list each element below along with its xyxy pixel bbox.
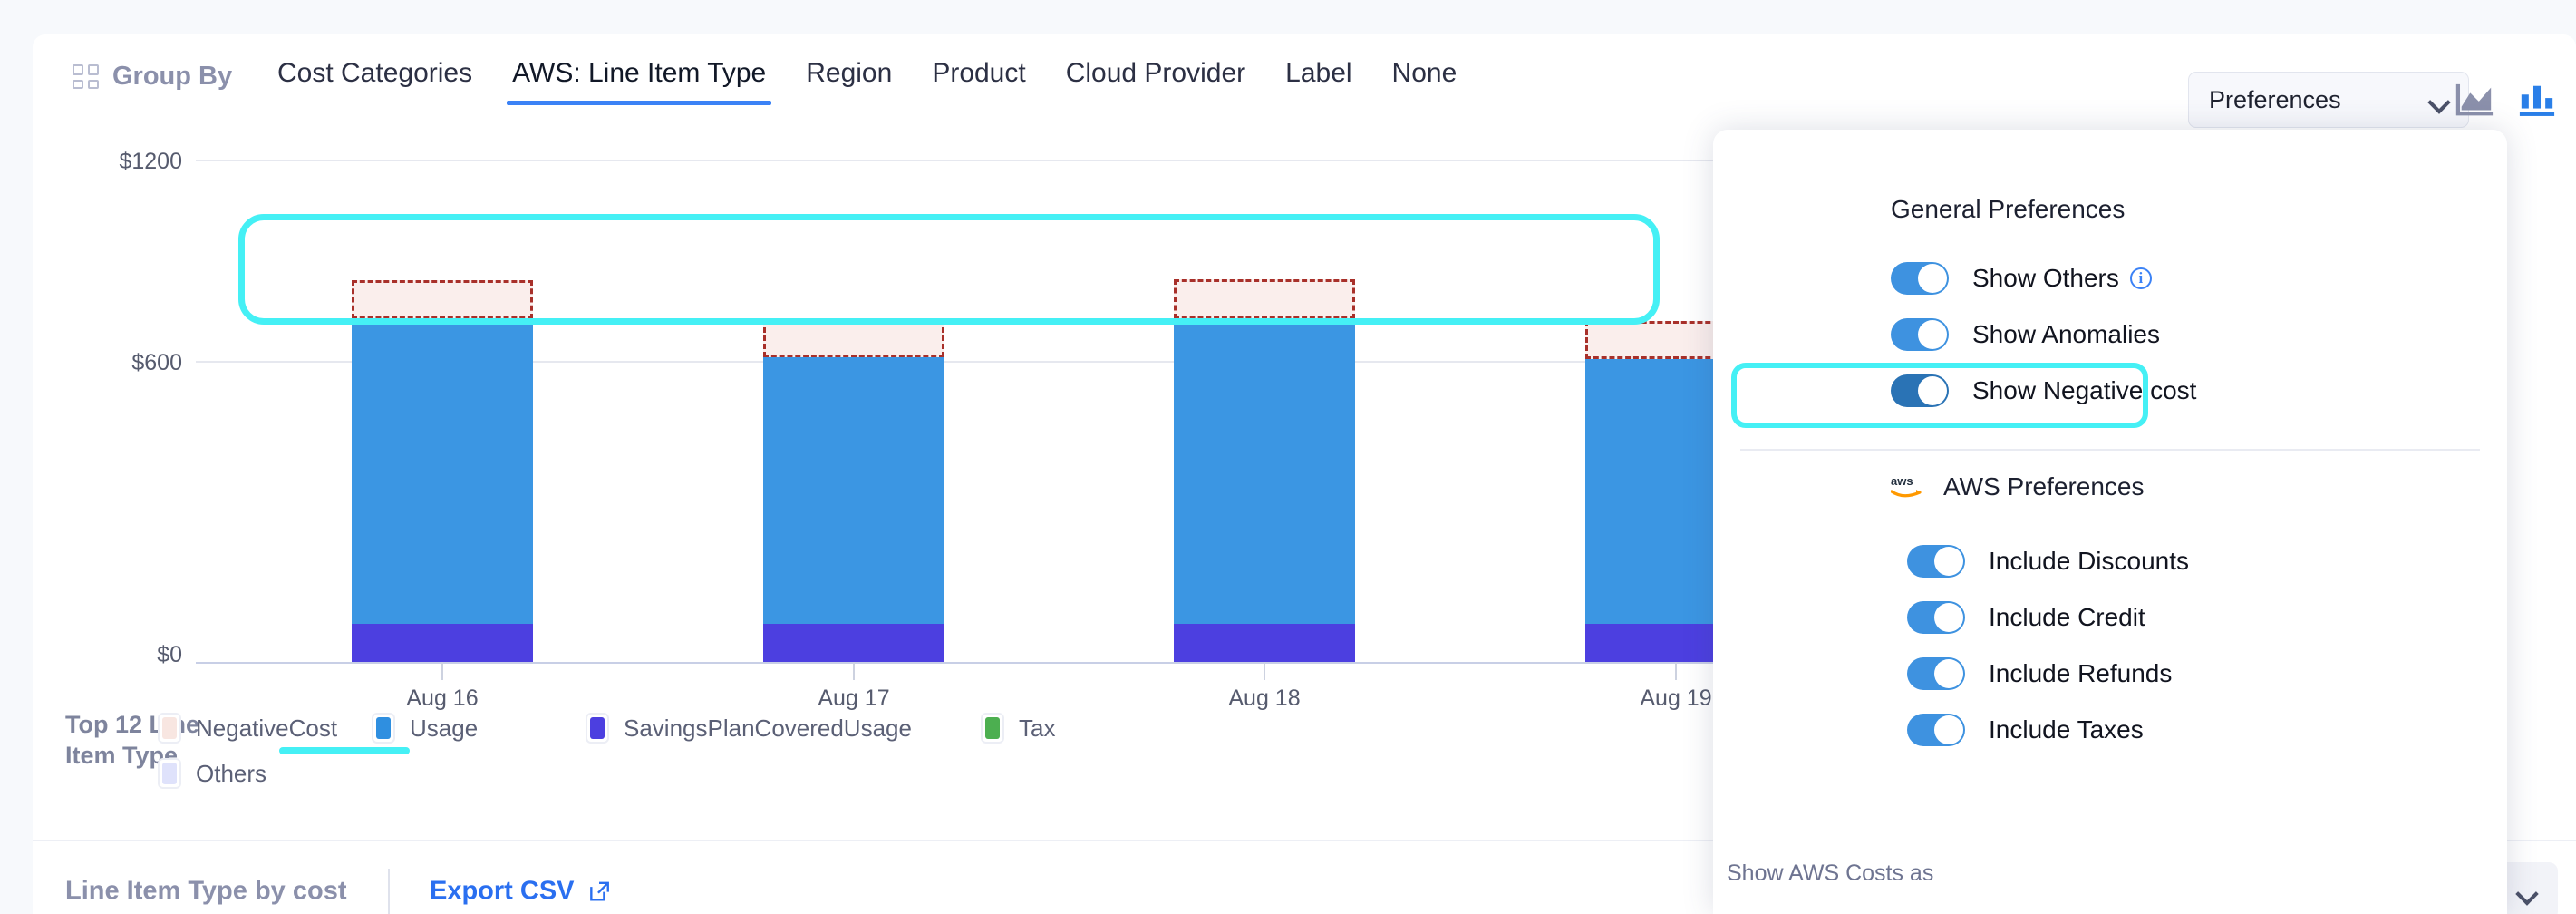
- legend-label-negativecost: NegativeCost: [196, 714, 338, 742]
- toggle-row-include-credit[interactable]: Include Credit: [1907, 601, 2145, 634]
- toolbar-divider: [388, 868, 390, 914]
- legend-label-savingsplancoveredusage: SavingsPlanCoveredUsage: [624, 714, 912, 742]
- chevron-down-icon: [2430, 94, 2450, 105]
- bar-segment-usage[interactable]: [763, 357, 944, 624]
- tab-none[interactable]: None: [1391, 58, 1457, 88]
- legend-swatch-tax: [981, 713, 1004, 744]
- show-aws-costs-as-label: Show AWS Costs as: [1727, 861, 1934, 886]
- export-csv-label: Export CSV: [430, 876, 575, 905]
- bar-segment-savingsplancoveredusage[interactable]: [1174, 624, 1355, 662]
- group-by-toolbar: Group By Cost Categories AWS: Line Item …: [33, 34, 2576, 128]
- toggle-row-include-discounts[interactable]: Include Discounts: [1907, 545, 2189, 578]
- bar-segment-usage[interactable]: [1174, 319, 1355, 624]
- show-others-label: Show Others i: [1972, 264, 2152, 293]
- show-others-text: Show Others: [1972, 264, 2119, 292]
- x-axis-label-aug-19: Aug 19: [1640, 686, 1712, 711]
- legend-label-usage: Usage: [410, 714, 479, 742]
- legend-swatch-negativecost: [158, 713, 181, 744]
- legend-item-others[interactable]: Others: [158, 758, 266, 789]
- preferences-panel: General Preferences Show Others i Show A…: [1713, 130, 2507, 914]
- include-refunds-toggle[interactable]: [1907, 657, 1965, 690]
- show-negative-cost-label: Show Negative cost: [1972, 376, 2197, 404]
- include-credit-label: Include Credit: [1989, 603, 2145, 631]
- x-tick-aug-16: [441, 662, 443, 680]
- legend-swatch-others: [158, 758, 181, 789]
- include-discounts-toggle[interactable]: [1907, 545, 1965, 578]
- info-icon[interactable]: i: [2129, 267, 2152, 289]
- y-axis-label-1200: $1200: [119, 149, 182, 174]
- legend-item-usage[interactable]: Usage: [372, 713, 478, 744]
- legend-negativecost-highlight-underline: [279, 747, 410, 754]
- x-axis-baseline: [196, 662, 1869, 664]
- gridline-600: [196, 361, 1869, 363]
- gridline-1200: [196, 160, 1869, 161]
- tab-product[interactable]: Product: [932, 58, 1026, 88]
- tab-region[interactable]: Region: [806, 58, 893, 88]
- y-axis-label-600: $600: [131, 350, 182, 375]
- tab-cloud-provider[interactable]: Cloud Provider: [1065, 58, 1246, 88]
- legend-swatch-savingsplancoveredusage: [586, 713, 609, 744]
- tab-cost-categories[interactable]: Cost Categories: [277, 58, 473, 88]
- bar-chart-icon[interactable]: [2516, 81, 2558, 119]
- aws-preferences-text: AWS Preferences: [1943, 472, 2145, 501]
- export-csv-button[interactable]: Export CSV: [430, 876, 611, 906]
- include-discounts-label: Include Discounts: [1989, 547, 2190, 575]
- svg-text:aws: aws: [1891, 474, 1913, 488]
- bar-segment-negativecost[interactable]: [763, 319, 944, 357]
- bar-segment-savingsplancoveredusage[interactable]: [352, 624, 533, 662]
- bar-segment-savingsplancoveredusage[interactable]: [763, 624, 944, 662]
- x-tick-aug-19: [1675, 662, 1677, 680]
- legend-item-negativecost[interactable]: NegativeCost: [158, 713, 337, 744]
- aws-preferences-title: aws AWS Preferences: [1891, 472, 2144, 501]
- table-title: Line Item Type by cost: [65, 876, 347, 905]
- toggle-row-include-taxes[interactable]: Include Taxes: [1907, 714, 2144, 746]
- general-preferences-title: General Preferences: [1891, 195, 2126, 223]
- chevron-down-icon: [2518, 886, 2538, 897]
- x-tick-aug-17: [853, 662, 855, 680]
- area-chart-icon[interactable]: [2455, 81, 2496, 119]
- preferences-dropdown-value: Preferences: [2209, 85, 2341, 113]
- show-negative-cost-toggle[interactable]: [1891, 374, 1949, 407]
- x-axis-label-aug-16: Aug 16: [406, 686, 479, 711]
- aws-logo-icon: aws: [1891, 474, 1922, 498]
- bar-segment-negativecost[interactable]: [1174, 279, 1355, 319]
- group-by-tabs: Cost Categories AWS: Line Item Type Regi…: [257, 54, 1477, 105]
- show-anomalies-label: Show Anomalies: [1972, 320, 2161, 348]
- include-refunds-label: Include Refunds: [1989, 659, 2173, 687]
- toggle-row-show-anomalies[interactable]: Show Anomalies: [1891, 318, 2160, 351]
- group-by-label: Group By: [112, 62, 233, 91]
- include-taxes-toggle[interactable]: [1907, 714, 1965, 746]
- legend-swatch-usage: [372, 713, 395, 744]
- legend-label-tax: Tax: [1019, 714, 1056, 742]
- chart-type-switcher: [2455, 81, 2558, 119]
- y-axis-label-0: $0: [157, 642, 182, 667]
- legend-item-savingsplancoveredusage[interactable]: SavingsPlanCoveredUsage: [586, 713, 912, 744]
- bar-segment-usage[interactable]: [352, 319, 533, 624]
- bar-segment-negativecost[interactable]: [352, 280, 533, 319]
- external-link-icon: [589, 881, 609, 901]
- x-axis-label-aug-18: Aug 18: [1228, 686, 1301, 711]
- x-tick-aug-18: [1264, 662, 1265, 680]
- show-anomalies-toggle[interactable]: [1891, 318, 1949, 351]
- show-others-toggle[interactable]: [1891, 262, 1949, 295]
- chart-legend: Top 12 Line Item Type NegativeCost Usage…: [33, 696, 2576, 814]
- toggle-row-include-refunds[interactable]: Include Refunds: [1907, 657, 2172, 690]
- panel-divider: [1740, 449, 2480, 451]
- tab-aws-line-item-type[interactable]: AWS: Line Item Type: [492, 54, 786, 105]
- include-taxes-label: Include Taxes: [1989, 715, 2144, 744]
- x-axis-label-aug-17: Aug 17: [818, 686, 890, 711]
- tab-label[interactable]: Label: [1285, 58, 1352, 88]
- grid-icon: [73, 63, 100, 91]
- legend-label-others: Others: [196, 759, 267, 787]
- toggle-row-show-others[interactable]: Show Others i: [1891, 262, 2152, 295]
- include-credit-toggle[interactable]: [1907, 601, 1965, 634]
- preferences-dropdown[interactable]: Preferences: [2188, 72, 2469, 128]
- group-by-label-group: Group By: [73, 62, 232, 92]
- legend-item-tax[interactable]: Tax: [981, 713, 1055, 744]
- toggle-row-show-negative-cost[interactable]: Show Negative cost: [1891, 374, 2196, 407]
